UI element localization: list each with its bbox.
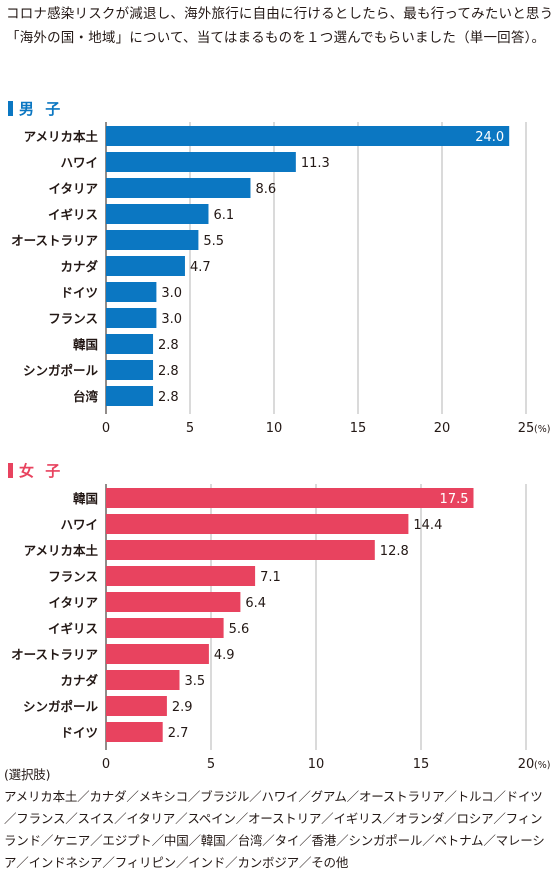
bar — [106, 644, 209, 664]
bar — [106, 540, 375, 560]
x-tick-label: 20 — [434, 421, 451, 436]
category-label: ドイツ — [60, 725, 98, 740]
value-label: 4.9 — [214, 648, 235, 663]
female-section-title: 女 子 — [8, 460, 63, 481]
male-section-title: 男 子 — [8, 98, 63, 119]
value-label: 2.8 — [158, 338, 179, 353]
x-tick-label: 15 — [350, 421, 367, 436]
bar — [106, 204, 209, 224]
value-label: 14.4 — [413, 518, 442, 533]
bar — [106, 618, 224, 638]
value-label: 3.0 — [161, 286, 182, 301]
bar — [106, 592, 241, 612]
category-label: カナダ — [60, 673, 98, 688]
value-label: 7.1 — [260, 570, 281, 585]
value-label: 4.7 — [190, 260, 211, 275]
bar — [106, 126, 510, 146]
bar — [106, 488, 474, 508]
value-label: 5.6 — [229, 622, 250, 637]
bar — [106, 566, 256, 586]
category-label: イギリス — [48, 207, 98, 222]
bar — [106, 230, 199, 250]
value-label: 3.0 — [161, 312, 182, 327]
category-label: オーストラリア — [11, 233, 98, 248]
category-label: ドイツ — [60, 285, 98, 300]
female-title-marker — [8, 463, 13, 478]
x-tick-label: 15 — [413, 757, 430, 772]
female-title-text: 女 子 — [19, 462, 64, 480]
bar — [106, 722, 163, 742]
bar — [106, 308, 157, 328]
bar — [106, 282, 157, 302]
category-label: 台湾 — [73, 389, 99, 404]
x-tick-label: 10 — [266, 421, 283, 436]
x-tick-label: 20 — [518, 757, 535, 772]
value-label: 6.4 — [245, 596, 266, 611]
category-label: イタリア — [48, 595, 98, 610]
category-label: ハワイ — [60, 155, 98, 170]
options-block: (選択肢) アメリカ本土／カナダ／メキシコ／ブラジル／ハワイ／グアム／オーストラ… — [4, 764, 554, 874]
bar — [106, 152, 296, 172]
bar — [106, 360, 154, 380]
category-label: シンガポール — [23, 699, 99, 714]
category-label: オーストラリア — [11, 647, 98, 662]
value-label: 3.5 — [185, 674, 206, 689]
value-label: 11.3 — [301, 156, 330, 171]
bar — [106, 178, 251, 198]
value-label: 2.9 — [172, 700, 193, 715]
category-label: イタリア — [48, 181, 98, 196]
category-label: アメリカ本土 — [24, 129, 99, 144]
x-tick-label: 10 — [308, 757, 325, 772]
female-bar-chart: 韓国 17.5 ハワイ 14.4 アメリカ本土 12.8 フランス 7.1 イタリア 6.4 イギリ… — [11, 484, 550, 772]
bar — [106, 670, 180, 690]
value-label: 12.8 — [380, 544, 409, 559]
bar — [106, 696, 167, 716]
x-tick-label: 0 — [102, 421, 110, 436]
unit-label: (%) — [534, 760, 550, 771]
category-label: カナダ — [60, 259, 98, 274]
category-label: シンガポール — [23, 363, 99, 378]
x-tick-label: 5 — [207, 757, 215, 772]
bar — [106, 514, 409, 534]
options-list: アメリカ本土／カナダ／メキシコ／ブラジル／ハワイ／グアム／オーストラリア／トルコ… — [4, 789, 545, 870]
value-label: 5.5 — [203, 234, 224, 249]
bar — [106, 386, 154, 406]
category-label: フランス — [48, 311, 98, 326]
value-label: 2.8 — [158, 364, 179, 379]
value-label: 24.0 — [475, 130, 504, 145]
category-label: アメリカ本土 — [24, 543, 99, 558]
x-tick-label: 25 — [518, 421, 535, 436]
male-title-marker — [8, 101, 13, 116]
bar — [106, 334, 154, 354]
category-label: フランス — [48, 569, 98, 584]
category-label: ハワイ — [60, 517, 98, 532]
category-label: 韓国 — [73, 491, 98, 506]
male-title-text: 男 子 — [19, 100, 64, 118]
survey-question: コロナ感染リスクが減退し、海外旅行に自由に行けるとしたら、最も行ってみたいと思う… — [6, 6, 554, 46]
category-label: イギリス — [48, 621, 98, 636]
x-tick-label: 5 — [186, 421, 194, 436]
value-label: 8.6 — [255, 182, 276, 197]
x-tick-label: 0 — [102, 757, 110, 772]
value-label: 6.1 — [213, 208, 234, 223]
value-label: 2.7 — [168, 726, 189, 741]
options-label: (選択肢) — [4, 767, 51, 782]
category-label: 韓国 — [73, 337, 98, 352]
value-label: 2.8 — [158, 390, 179, 405]
male-bar-chart: アメリカ本土 24.0 ハワイ 11.3 イタリア 8.6 イギリス 6.1 オーストラリア 5.… — [11, 122, 550, 436]
bar — [106, 256, 185, 276]
unit-label: (%) — [534, 424, 550, 435]
value-label: 17.5 — [440, 492, 469, 507]
